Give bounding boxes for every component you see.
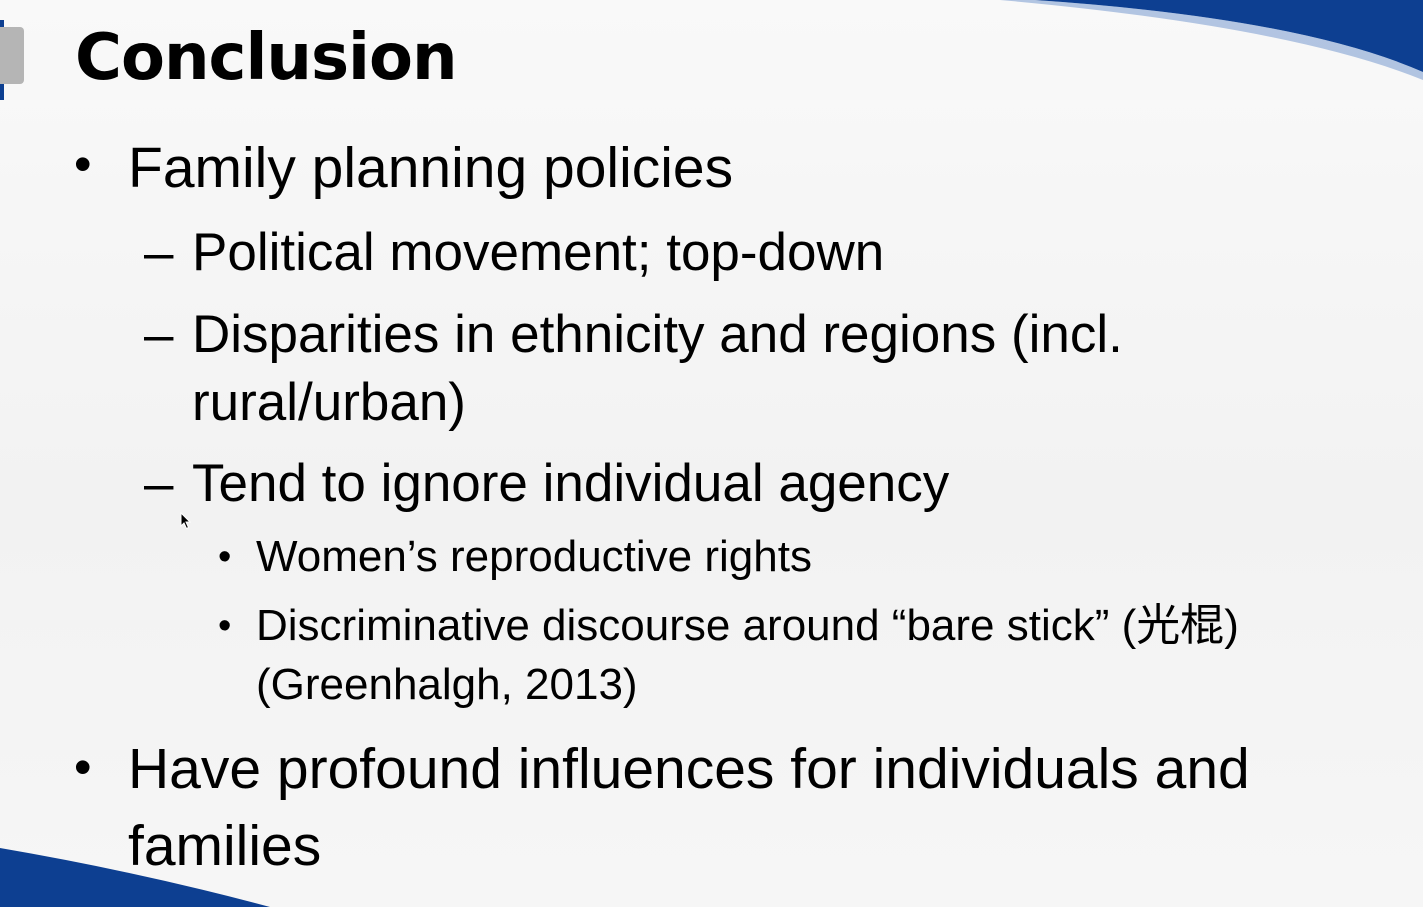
sub-bullet-marker: •	[218, 605, 232, 647]
subsubitem-bare-stick-line2: (Greenhalgh, 2013)	[256, 660, 638, 709]
subitem-disparities-line1: Disparities in ethnicity and regions (in…	[192, 305, 1123, 364]
slide-title: Conclusion	[75, 21, 457, 95]
bullet-family-planning: Family planning policies	[128, 136, 734, 200]
slide-tab-marker	[0, 27, 24, 84]
bullet-marker: •	[74, 136, 92, 192]
bullet-marker: •	[74, 739, 92, 795]
mouse-cursor-icon	[180, 512, 192, 530]
subitem-political-movement: Political movement; top-down	[192, 223, 885, 282]
subitem-disparities-line2: rural/urban)	[192, 373, 466, 432]
bullet-profound-influences-line2: families	[128, 814, 322, 878]
sub-bullet-marker: •	[218, 536, 232, 578]
dash-marker: –	[144, 223, 174, 282]
subsubitem-reproductive-rights: Women’s reproductive rights	[256, 532, 812, 581]
dash-marker: –	[144, 454, 174, 513]
subitem-ignore-agency: Tend to ignore individual agency	[192, 454, 950, 513]
subsubitem-bare-stick-line1: Discriminative discourse around “bare st…	[256, 601, 1239, 650]
dash-marker: –	[144, 305, 174, 364]
bullet-profound-influences-line1: Have profound influences for individuals…	[128, 737, 1250, 801]
top-right-swoosh	[1035, 0, 1423, 72]
bottom-left-swoosh	[0, 848, 270, 907]
